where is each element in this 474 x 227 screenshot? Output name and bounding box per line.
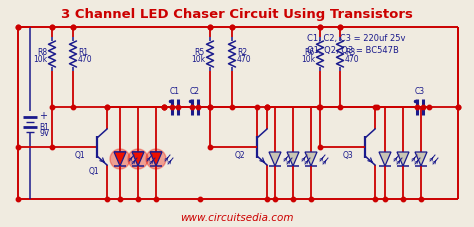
Text: R5: R5 — [195, 47, 205, 56]
Text: B1: B1 — [39, 122, 49, 131]
Text: Q1: Q1 — [74, 151, 85, 160]
Polygon shape — [269, 152, 281, 166]
Text: R3: R3 — [345, 47, 355, 56]
Polygon shape — [132, 152, 144, 166]
Polygon shape — [397, 152, 409, 166]
Text: C1: C1 — [170, 87, 180, 96]
Text: www.circuitsedia.com: www.circuitsedia.com — [180, 212, 294, 222]
Polygon shape — [379, 152, 391, 166]
Text: Q3: Q3 — [342, 151, 353, 160]
Text: 470: 470 — [78, 54, 92, 63]
Polygon shape — [305, 152, 317, 166]
Text: C1, C2, C3 = 220uf 25v: C1, C2, C3 = 220uf 25v — [307, 33, 405, 42]
Circle shape — [128, 149, 148, 169]
Text: 470: 470 — [345, 54, 360, 63]
Polygon shape — [150, 152, 162, 166]
Text: 470: 470 — [237, 54, 252, 63]
Text: R6: R6 — [305, 47, 315, 56]
Text: 10k: 10k — [191, 54, 205, 63]
Text: +: + — [39, 111, 47, 121]
Text: R2: R2 — [237, 47, 247, 56]
Text: R1: R1 — [78, 47, 88, 56]
Polygon shape — [415, 152, 427, 166]
Text: 9V: 9V — [39, 129, 49, 138]
Circle shape — [110, 149, 130, 169]
Polygon shape — [114, 152, 126, 166]
Text: 10k: 10k — [33, 54, 47, 63]
Text: Q1, Q2, Q3 = BC547B: Q1, Q2, Q3 = BC547B — [307, 45, 399, 54]
Text: R8: R8 — [37, 47, 47, 56]
Text: Q1: Q1 — [89, 167, 100, 176]
Text: 3 Channel LED Chaser Circuit Using Transistors: 3 Channel LED Chaser Circuit Using Trans… — [61, 7, 413, 20]
Text: 10k: 10k — [301, 54, 315, 63]
Polygon shape — [287, 152, 299, 166]
Text: C3: C3 — [415, 87, 425, 96]
Text: Q2: Q2 — [234, 151, 245, 160]
Circle shape — [146, 149, 166, 169]
Text: C2: C2 — [190, 87, 200, 96]
